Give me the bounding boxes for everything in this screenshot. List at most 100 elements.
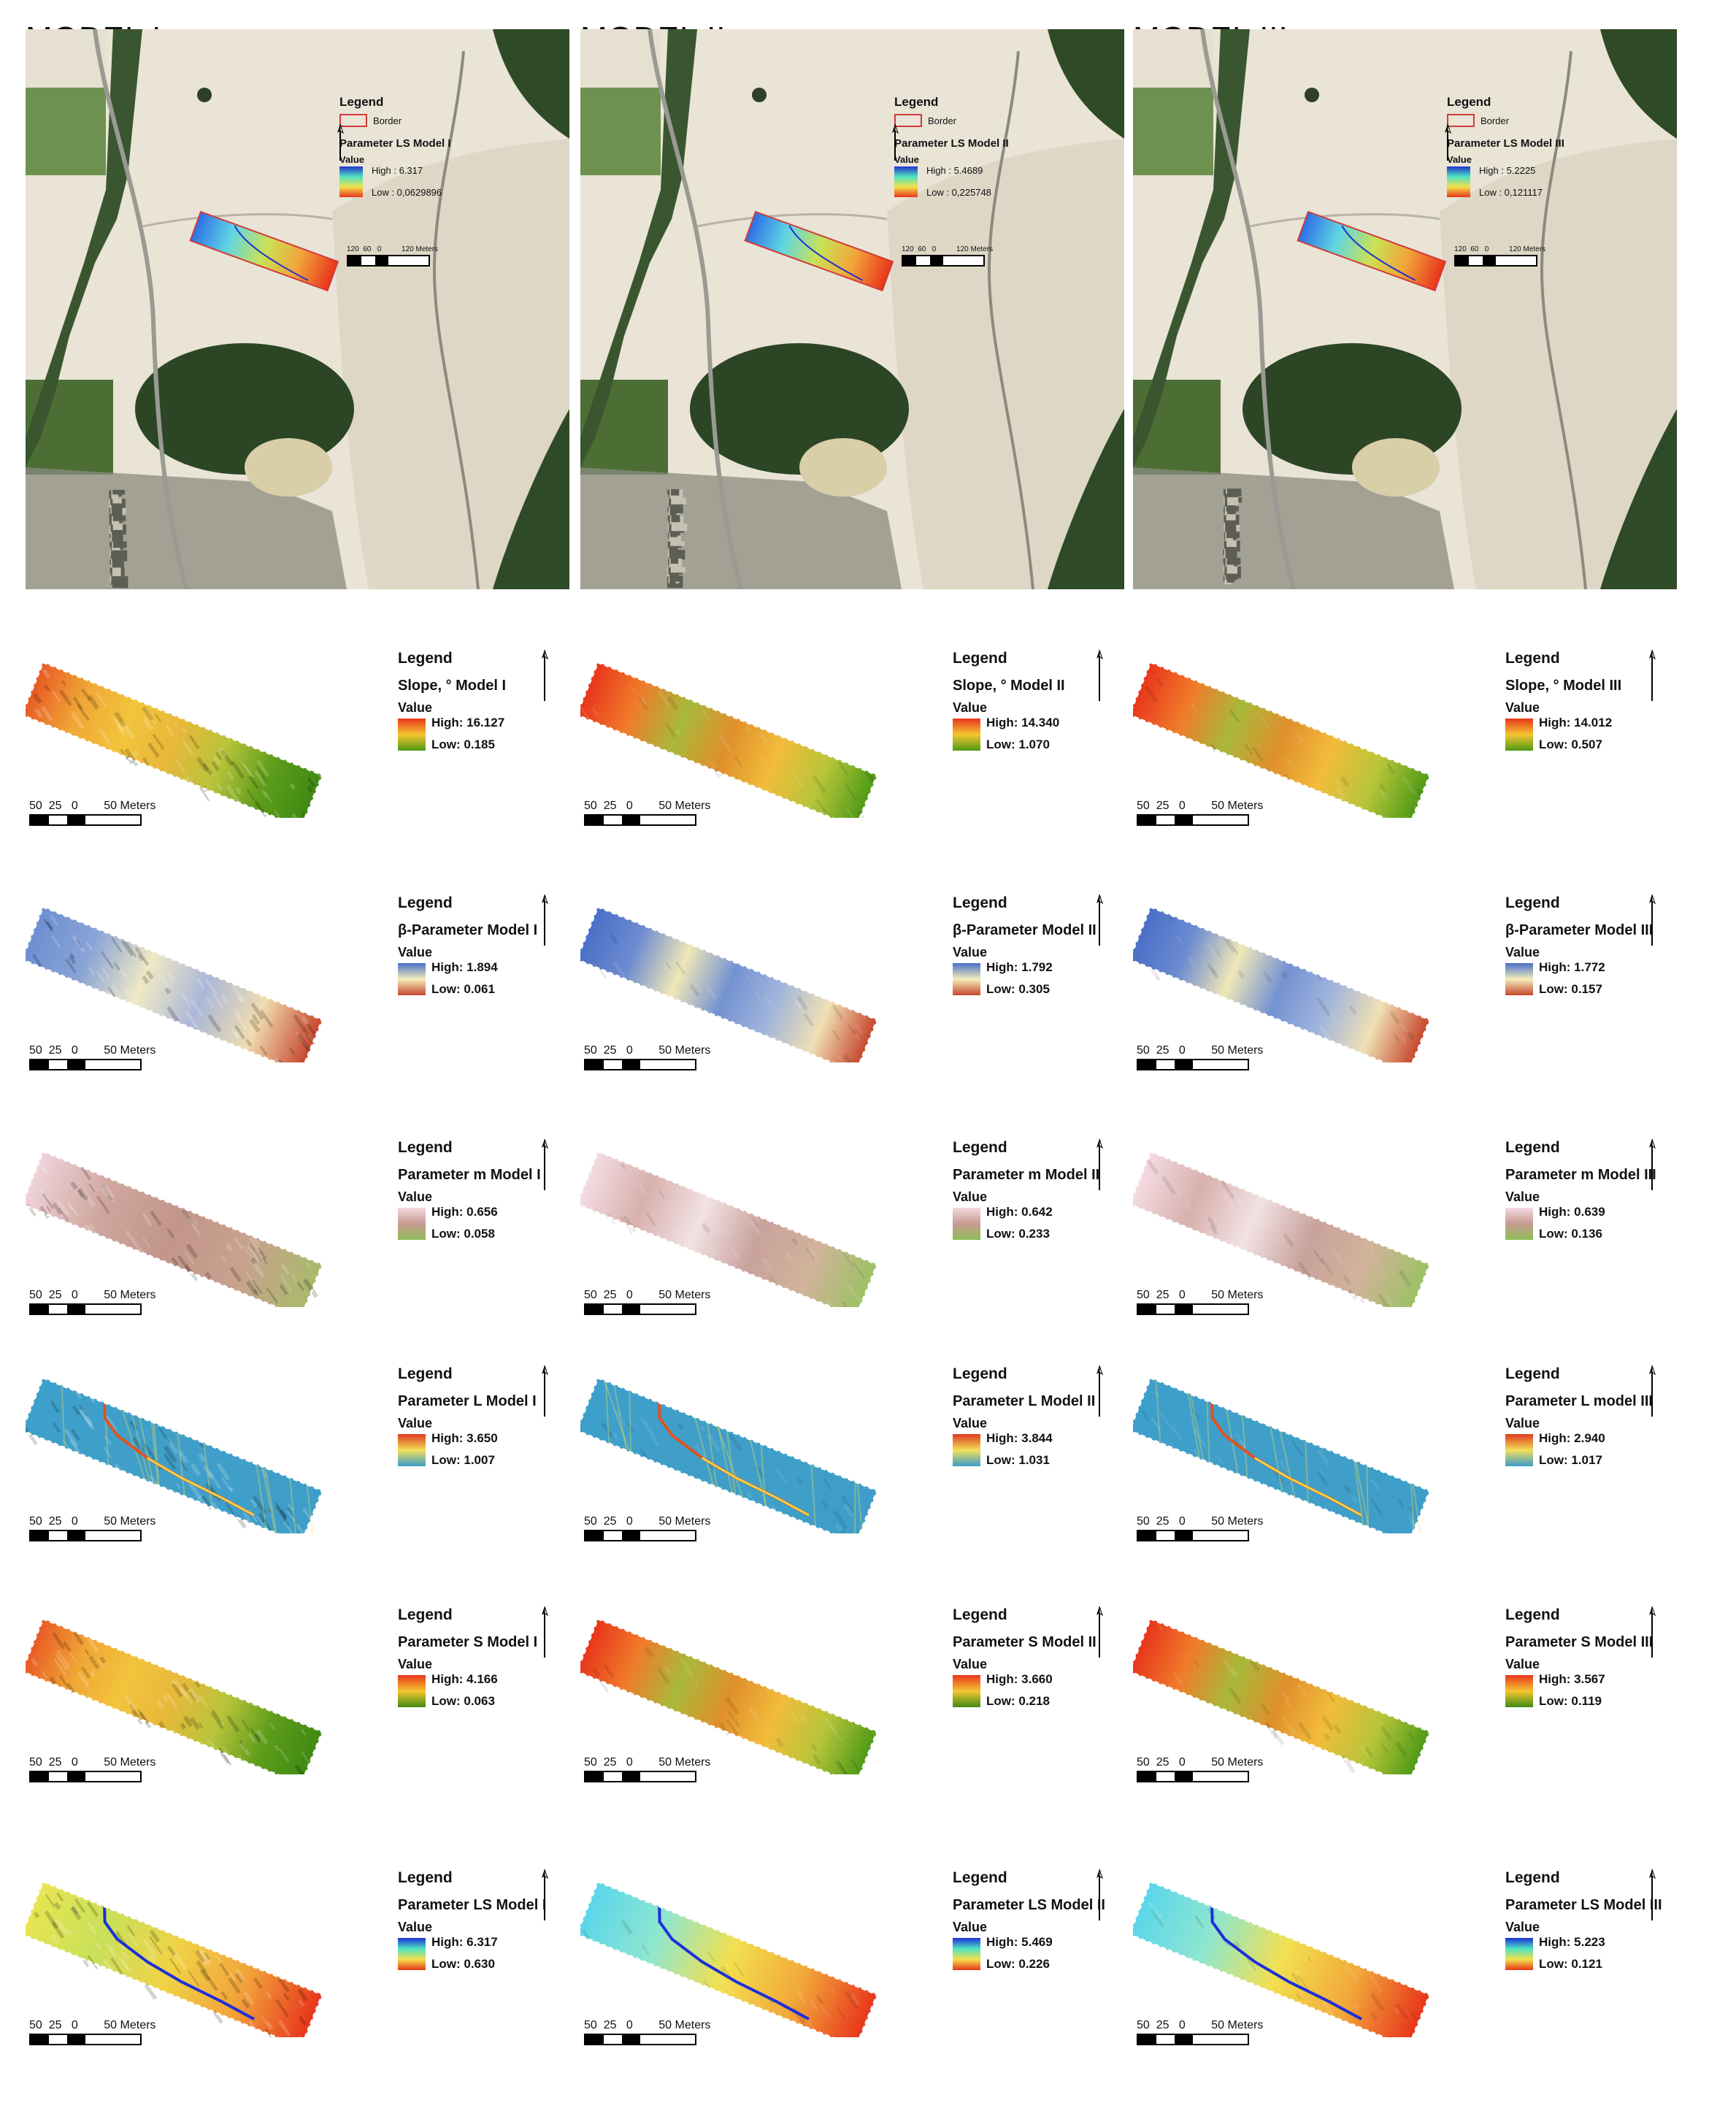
legend-low: Low: 0.119 (1539, 1694, 1602, 1708)
scale-bar: 50 25 0 50 Meters (29, 800, 155, 826)
map-panel-beta: Legend β-Parameter Model I Value High: 1.89… (26, 873, 580, 1092)
raster-slope (26, 660, 329, 818)
legend-value-label: Value (398, 945, 433, 959)
scale-bar: 50 25 0 50 Meters (1137, 800, 1263, 826)
legend-value-label: Value (1505, 1189, 1540, 1204)
legend-high: High : 5.2225 (1479, 165, 1536, 176)
legend-ramp (953, 1675, 980, 1707)
legend-title: Legend (398, 1139, 453, 1156)
map-panel-L: Legend Parameter L model III Value High: 2.… (1133, 1344, 1688, 1563)
aerial-legend: Legend Border Parameter LS Model I Value Hig… (339, 95, 558, 202)
legend-param: Parameter L Model I (398, 1393, 537, 1409)
legend-ramp (339, 166, 363, 197)
scale-bar-label: 50 25 0 50 Meters (1137, 1044, 1264, 1057)
legend-LS: Legend Parameter LS Model I Value High: 6.3… (398, 1869, 588, 1974)
legend-title: Legend (1505, 894, 1560, 911)
north-arrow-icon (1091, 1365, 1106, 1424)
map-panel-m: Legend Parameter m Model III Value High: 0.… (1133, 1117, 1688, 1336)
legend-low: Low: 0.630 (431, 1957, 495, 1971)
legend-param: Slope, ° Model III (1505, 678, 1622, 694)
scale-bar: 50 25 0 50 Meters (584, 800, 710, 826)
scale-bar-label: 50 25 0 50 Meters (29, 2019, 156, 2031)
north-arrow-icon (537, 1869, 551, 1928)
scale-bar: 50 25 0 50 Meters (29, 1756, 155, 1782)
legend-value-label: Value (1505, 945, 1540, 959)
legend-ramp (398, 963, 426, 995)
raster-L (26, 1376, 324, 1533)
scale-bar-label: 120 60 0 120 Meters (347, 245, 439, 253)
map-panel-S: Legend Parameter S Model III Value High: 3.… (1133, 1585, 1688, 1804)
border-swatch (1447, 114, 1475, 127)
model-column: MODEL IIILegendBorderParameter LS Model … (1133, 0, 1712, 2111)
legend-ramp (1505, 1938, 1533, 1970)
legend-slope: Legend Slope, ° Model I Value High: 16.127 L… (398, 650, 588, 755)
legend-param: Parameter L model III (1505, 1393, 1653, 1409)
map-panel-beta: Legend β-Parameter Model III Value High: 1.… (1133, 873, 1688, 1092)
legend-param: Slope, ° Model I (398, 678, 507, 694)
legend-ramp (1505, 963, 1533, 995)
legend-title: Legend (953, 894, 1007, 911)
scale-bar: 50 25 0 50 Meters (1137, 1289, 1263, 1315)
legend-title: Legend (398, 1869, 453, 1886)
legend-high: High: 1.772 (1539, 960, 1605, 974)
map-panel-S: Legend Parameter S Model II Value High: 3.6… (580, 1585, 1135, 1804)
legend-high: High: 5.223 (1539, 1935, 1605, 1949)
legend-high: High: 0.639 (1539, 1205, 1605, 1219)
scale-bar: 120 60 0 120 Meters (347, 245, 438, 267)
north-arrow-icon (1091, 1869, 1106, 1928)
legend-param: Parameter LS Model II (953, 1897, 1105, 1913)
raster-L (580, 1376, 879, 1533)
scale-bar-label: 50 25 0 50 Meters (584, 800, 711, 812)
raster-S (580, 1617, 880, 1774)
legend-low: Low : 0,225748 (926, 187, 991, 198)
legend-low: Low: 0.305 (986, 982, 1050, 996)
legend-high: High: 1.792 (986, 960, 1053, 974)
north-arrow-icon (1644, 1869, 1659, 1928)
scale-bar: 50 25 0 50 Meters (584, 2019, 710, 2045)
legend-title: Legend (953, 1606, 1007, 1623)
scale-bar-label: 120 60 0 120 Meters (1454, 245, 1546, 253)
legend-ramp (953, 1208, 980, 1240)
raster-m (580, 1149, 879, 1307)
legend-param: Parameter m Model II (953, 1167, 1100, 1183)
raster-slope (580, 660, 879, 818)
raster-slope (1133, 660, 1432, 818)
scale-bar-label: 50 25 0 50 Meters (584, 1756, 711, 1769)
scale-bar-label: 50 25 0 50 Meters (29, 1044, 156, 1057)
legend-param: Parameter L Model II (953, 1393, 1096, 1409)
legend-value-label: Value (1505, 1416, 1540, 1430)
legend-ramp (1505, 719, 1533, 751)
scale-bar-label: 50 25 0 50 Meters (584, 1515, 711, 1528)
north-arrow-icon (1644, 1138, 1659, 1198)
raster-m (26, 1149, 324, 1307)
border-swatch (339, 114, 367, 127)
map-panel-slope: Legend Slope, ° Model II Value High: 14.340… (580, 628, 1135, 847)
legend-param: β-Parameter Model I (398, 922, 538, 938)
aerial-map (26, 29, 569, 589)
legend-ramp (953, 1434, 980, 1466)
legend-value-label: Value (953, 945, 988, 959)
legend-ramp (1447, 166, 1470, 197)
legend-title: Legend (1505, 650, 1560, 667)
scale-bar-label: 50 25 0 50 Meters (29, 1756, 156, 1769)
legend-high: High: 0.642 (986, 1205, 1053, 1219)
north-arrow-icon (1644, 1365, 1659, 1424)
raster-S (26, 1617, 324, 1774)
raster-L (1133, 1376, 1432, 1533)
raster-LS (26, 1880, 324, 2037)
legend-m: Legend Parameter m Model II Value High: 0.6… (953, 1139, 1142, 1244)
legend-low: Low: 0.058 (431, 1227, 495, 1241)
legend-title: Legend (398, 1365, 453, 1382)
legend-title: Legend (1505, 1869, 1560, 1886)
north-arrow-icon (537, 1365, 551, 1424)
legend-value-label: Value (953, 1189, 988, 1204)
raster-LS (1133, 1880, 1432, 2037)
legend-low: Low: 0.121 (1539, 1957, 1602, 1971)
north-arrow-icon (1644, 894, 1659, 953)
legend-high: High: 3.844 (986, 1431, 1053, 1445)
legend-L: Legend Parameter L Model II Value High: 3.8… (953, 1365, 1142, 1471)
north-arrow-icon (1091, 894, 1106, 953)
legend-value-label: Value (953, 1657, 988, 1671)
scale-bar: 120 60 0 120 Meters (902, 245, 993, 267)
map-panel-S: Legend Parameter S Model I Value High: 4.16… (26, 1585, 580, 1804)
